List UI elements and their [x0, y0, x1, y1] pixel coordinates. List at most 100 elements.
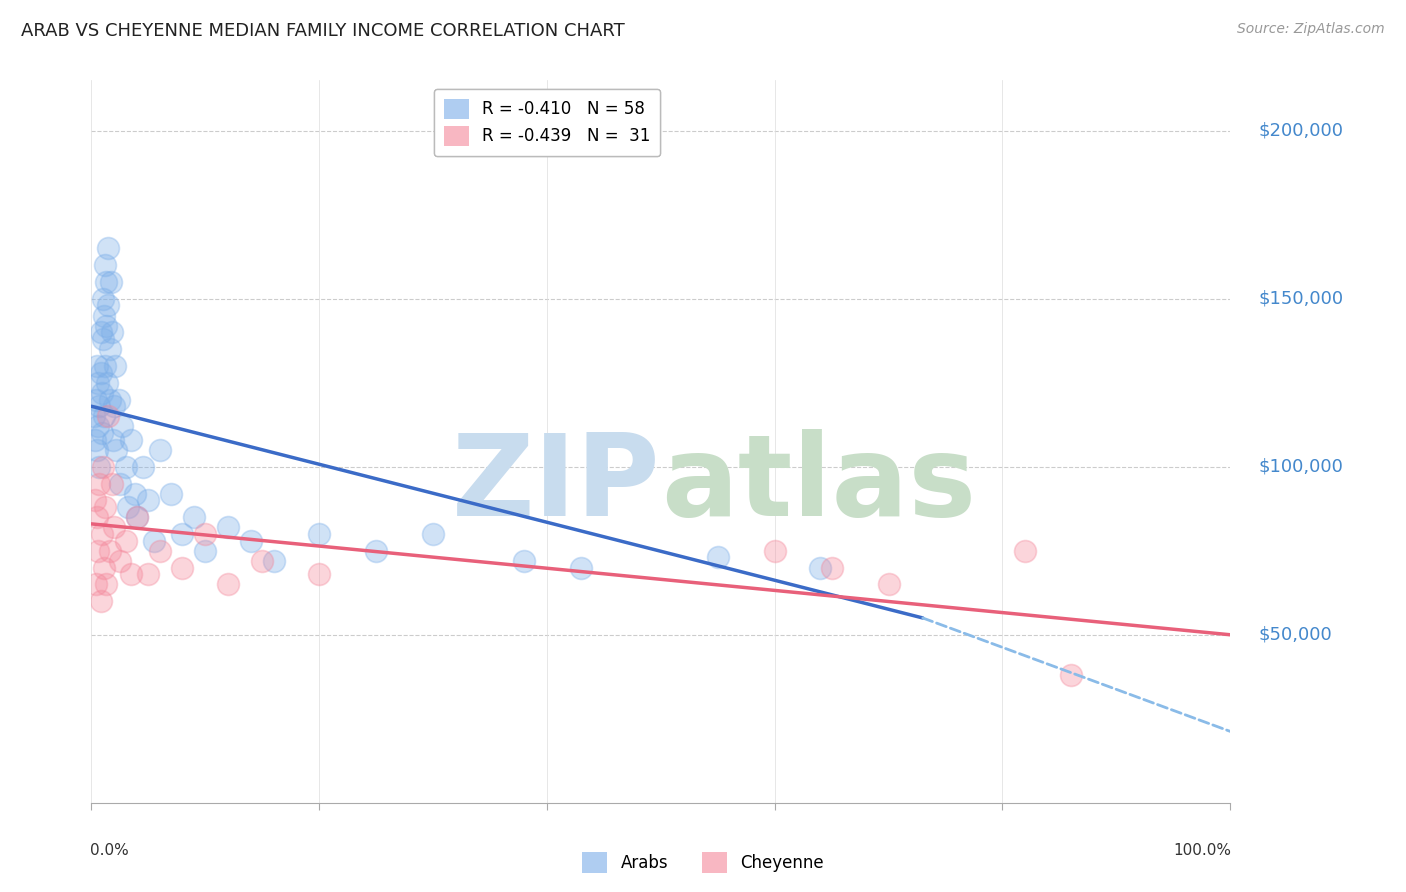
Point	[94, 500, 117, 514]
Text: ZIP: ZIP	[453, 429, 661, 541]
Point	[217, 577, 239, 591]
Point	[89, 594, 111, 608]
Point	[90, 426, 112, 441]
Point	[160, 486, 183, 500]
Point	[87, 543, 110, 558]
Point	[89, 366, 111, 380]
Point	[89, 476, 111, 491]
Point	[149, 543, 172, 558]
Point	[91, 292, 114, 306]
Point	[422, 527, 444, 541]
Point	[89, 459, 111, 474]
Point	[91, 332, 114, 346]
Text: Source: ZipAtlas.com: Source: ZipAtlas.com	[1237, 22, 1385, 37]
Point	[84, 392, 107, 407]
Point	[114, 459, 136, 474]
Point	[125, 510, 148, 524]
Point	[93, 409, 115, 424]
Point	[86, 510, 108, 524]
Point	[96, 376, 118, 390]
Point	[124, 486, 146, 500]
Point	[96, 318, 118, 333]
Point	[763, 543, 786, 558]
Point	[194, 543, 217, 558]
Legend: Arabs, Cheyenne: Arabs, Cheyenne	[575, 846, 831, 880]
Point	[513, 554, 536, 568]
Point	[877, 577, 900, 591]
Text: atlas: atlas	[661, 429, 976, 541]
Point	[90, 385, 112, 400]
Point	[364, 543, 387, 558]
Point	[90, 527, 112, 541]
Point	[87, 376, 110, 390]
Point	[111, 419, 134, 434]
Point	[149, 442, 172, 457]
Text: $50,000: $50,000	[1258, 626, 1333, 644]
Point	[94, 359, 117, 373]
Text: $150,000: $150,000	[1258, 290, 1344, 308]
Point	[108, 476, 131, 491]
Point	[194, 527, 217, 541]
Point	[821, 560, 844, 574]
Point	[98, 342, 121, 356]
Point	[120, 567, 142, 582]
Point	[308, 527, 330, 541]
Point	[86, 442, 108, 457]
Point	[93, 309, 115, 323]
Point	[84, 577, 107, 591]
Point	[103, 520, 125, 534]
Point	[263, 554, 285, 568]
Point	[217, 520, 239, 534]
Point	[707, 550, 730, 565]
Point	[125, 510, 148, 524]
Point	[103, 399, 125, 413]
Point	[89, 399, 111, 413]
Point	[97, 298, 120, 312]
Point	[250, 554, 273, 568]
Point	[83, 433, 105, 447]
Point	[308, 567, 330, 582]
Point	[172, 560, 194, 574]
Point	[89, 326, 111, 340]
Point	[107, 392, 129, 407]
Point	[87, 419, 110, 434]
Point	[117, 500, 139, 514]
Point	[131, 459, 153, 474]
Point	[101, 433, 124, 447]
Point	[138, 493, 160, 508]
Point	[100, 275, 122, 289]
Point	[1014, 543, 1036, 558]
Point	[97, 241, 120, 255]
Point	[239, 533, 262, 548]
Point	[172, 527, 194, 541]
Point	[93, 560, 115, 574]
Point	[91, 459, 114, 474]
Text: $200,000: $200,000	[1258, 121, 1344, 140]
Point	[98, 392, 121, 407]
Point	[183, 510, 205, 524]
Point	[98, 543, 121, 558]
Point	[94, 258, 117, 272]
Point	[569, 560, 592, 574]
Point	[86, 359, 108, 373]
Point	[120, 433, 142, 447]
Point	[1060, 668, 1083, 682]
Point	[101, 476, 124, 491]
Point	[104, 359, 127, 373]
Text: $100,000: $100,000	[1258, 458, 1344, 475]
Point	[114, 533, 136, 548]
Point	[96, 577, 118, 591]
Point	[97, 409, 120, 424]
Point	[105, 442, 128, 457]
Point	[108, 554, 131, 568]
Point	[83, 409, 105, 424]
Text: 100.0%: 100.0%	[1174, 843, 1232, 857]
Point	[83, 493, 105, 508]
Text: ARAB VS CHEYENNE MEDIAN FAMILY INCOME CORRELATION CHART: ARAB VS CHEYENNE MEDIAN FAMILY INCOME CO…	[21, 22, 624, 40]
Point	[96, 275, 118, 289]
Point	[143, 533, 166, 548]
Point	[101, 326, 124, 340]
Legend: R = -0.410   N = 58, R = -0.439   N =  31: R = -0.410 N = 58, R = -0.439 N = 31	[433, 88, 661, 156]
Point	[808, 560, 831, 574]
Text: 0.0%: 0.0%	[90, 843, 129, 857]
